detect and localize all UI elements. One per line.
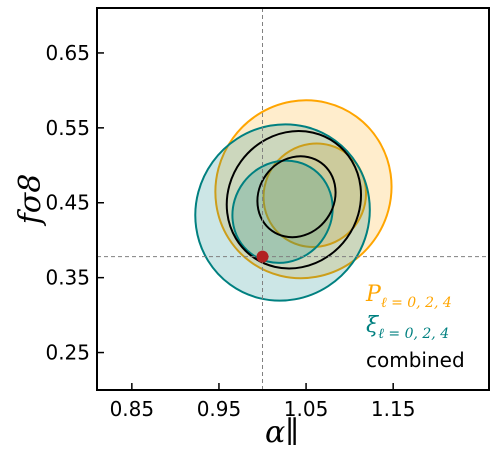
contour-0-2-4-1-sigma bbox=[231, 159, 334, 264]
legend-entry-xi-sub: ℓ = 0, 2, 4 bbox=[378, 326, 449, 342]
x-tick-label: 1.15 bbox=[371, 397, 416, 421]
fiducial-point bbox=[256, 250, 269, 263]
legend-entry-p-sub: ℓ = 0, 2, 4 bbox=[381, 295, 452, 311]
legend-entry-combined: combined bbox=[366, 348, 465, 372]
y-axis-label-main: fσ8 bbox=[13, 174, 48, 227]
legend-entry-p-main: P bbox=[365, 282, 382, 307]
x-tick-label: 0.95 bbox=[197, 397, 242, 421]
y-axis-label: fσ8 bbox=[13, 174, 48, 227]
x-tick-label: 1.05 bbox=[284, 397, 329, 421]
y-tick-label: 0.55 bbox=[45, 116, 90, 140]
legend: Pℓ = 0, 2, 4 ξℓ = 0, 2, 4 combined bbox=[365, 282, 465, 372]
plot-frame bbox=[96, 7, 490, 391]
fiducial-marker-layer bbox=[256, 250, 269, 263]
x-tick-label: 0.85 bbox=[110, 397, 155, 421]
x-axis-ticks: 0.85 0.95 1.05 1.15 bbox=[110, 383, 416, 421]
y-tick-label: 0.45 bbox=[45, 191, 90, 215]
x-axis-label: α∥ bbox=[265, 415, 299, 450]
x-axis-label-main: α∥ bbox=[265, 415, 299, 450]
y-tick-label: 0.65 bbox=[45, 41, 90, 65]
legend-entry-xi-main: ξ bbox=[366, 313, 380, 338]
contour-combined-1-sigma bbox=[256, 155, 337, 239]
reference-lines bbox=[97, 8, 489, 390]
y-tick-label: 0.35 bbox=[45, 266, 90, 290]
legend-entry-p: Pℓ = 0, 2, 4 bbox=[365, 282, 452, 311]
y-axis-ticks: 0.25 0.35 0.45 0.55 0.65 bbox=[45, 41, 104, 365]
contours-layer bbox=[194, 99, 393, 302]
legend-entry-xi: ξℓ = 0, 2, 4 bbox=[366, 313, 449, 342]
y-tick-label: 0.25 bbox=[45, 341, 90, 365]
